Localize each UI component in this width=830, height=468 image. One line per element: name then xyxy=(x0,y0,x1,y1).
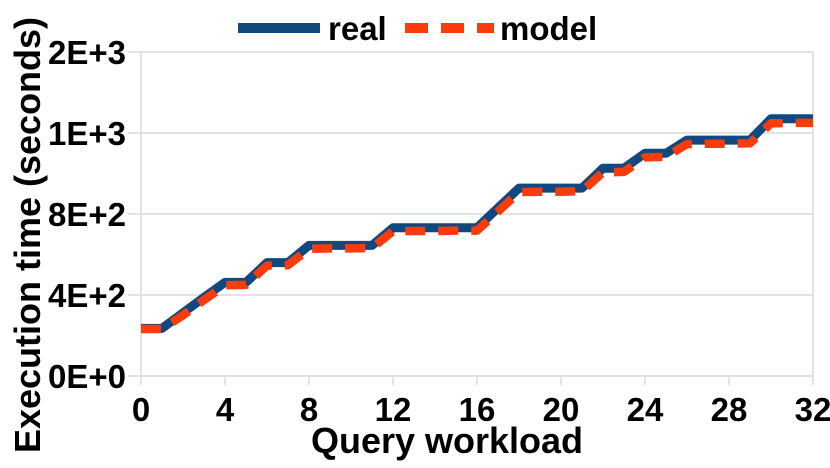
legend: real model xyxy=(238,10,597,47)
axis-ticks xyxy=(128,51,814,385)
legend-item-real: real xyxy=(238,10,387,47)
x-tick-label: 32 xyxy=(795,391,830,428)
series-model-line xyxy=(141,118,813,334)
x-tick-label: 8 xyxy=(300,391,318,428)
x-tick-label: 24 xyxy=(627,391,664,428)
series-lines xyxy=(141,114,813,334)
x-tick-label: 4 xyxy=(216,391,235,428)
y-tick-label: 2E+3 xyxy=(48,34,126,71)
y-tick-label: 0E+0 xyxy=(48,358,126,395)
gridlines xyxy=(141,51,813,377)
y-tick-label: 4E+2 xyxy=(48,277,126,314)
legend-label-real: real xyxy=(328,10,387,47)
y-tick-label: 1E+3 xyxy=(48,115,126,152)
y-tick-labels: 0E+0 4E+2 8E+2 1E+3 2E+3 xyxy=(48,34,126,395)
y-tick-label: 8E+2 xyxy=(48,196,126,233)
x-tick-label: 0 xyxy=(132,391,150,428)
x-tick-label: 12 xyxy=(375,391,412,428)
x-tick-label: 16 xyxy=(459,391,496,428)
x-tick-label: 20 xyxy=(543,391,580,428)
x-tick-label: 28 xyxy=(711,391,748,428)
series-real-line xyxy=(141,114,813,333)
legend-item-model: model xyxy=(405,10,597,47)
legend-label-model: model xyxy=(500,10,597,47)
x-axis-title: Query workload xyxy=(311,420,583,461)
y-axis-title: Execution time (seconds) xyxy=(7,17,48,453)
x-tick-labels: 0 4 8 12 16 20 24 28 32 xyxy=(132,391,830,428)
